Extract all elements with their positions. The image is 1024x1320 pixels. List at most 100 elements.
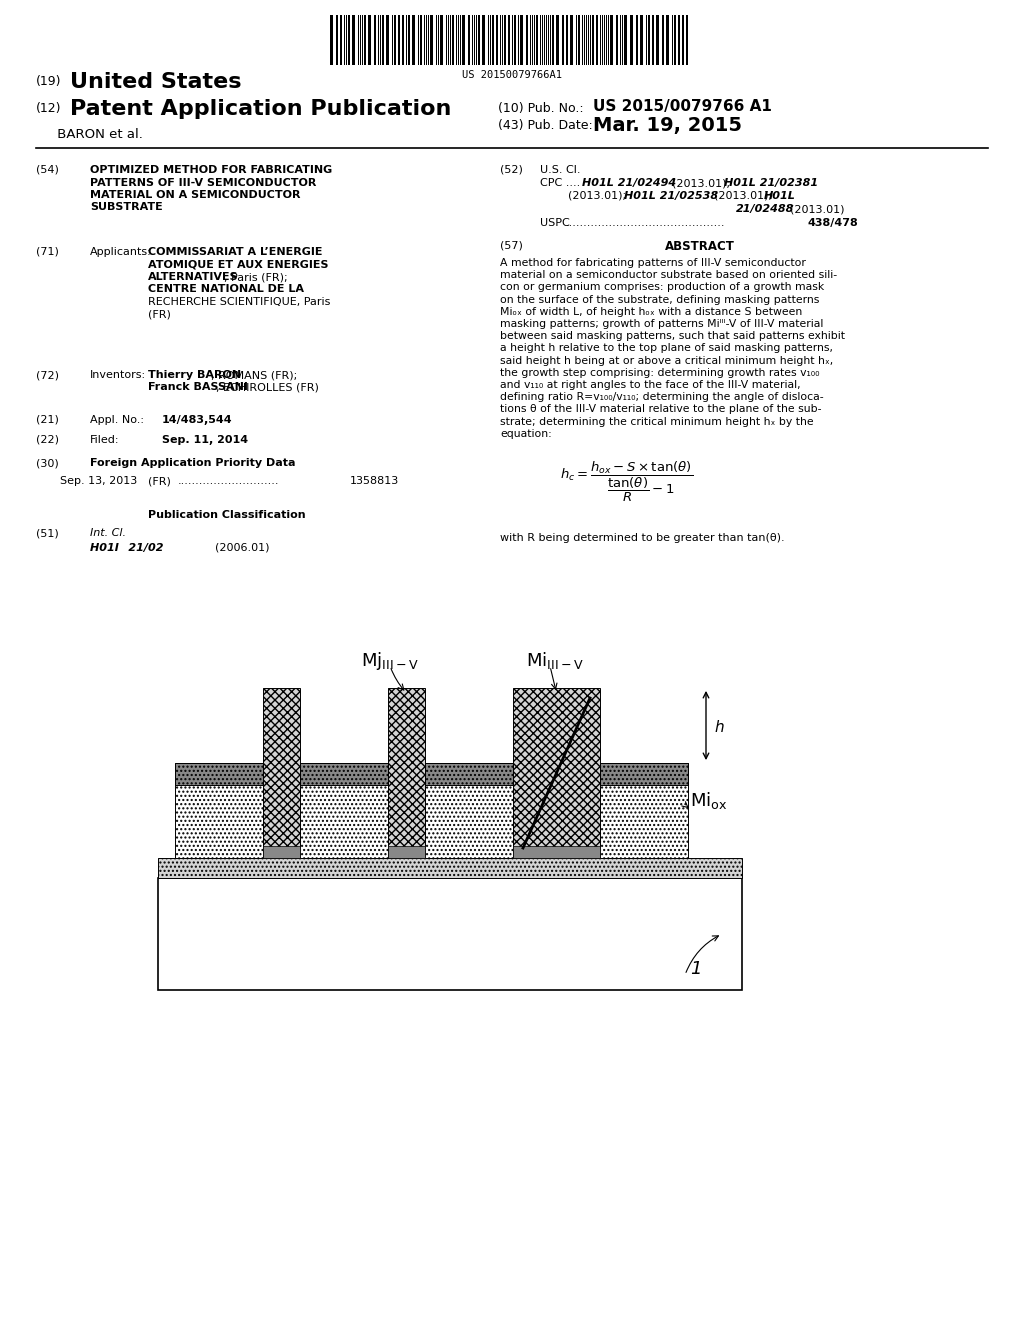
Bar (492, 15, 494, 65)
Text: 1358813: 1358813 (350, 477, 399, 486)
Bar (624, 15, 627, 65)
Bar (513, 846, 600, 858)
Bar (402, 15, 404, 65)
Bar (368, 15, 371, 65)
Bar (412, 15, 415, 65)
Text: the growth step comprising: determining growth rates v₁₀₀: the growth step comprising: determining … (500, 368, 819, 378)
Bar (425, 763, 513, 785)
Text: US 20150079766A1: US 20150079766A1 (462, 70, 562, 81)
Bar (630, 15, 633, 65)
Text: ............................................: ........................................… (566, 218, 725, 228)
Text: equation:: equation: (500, 429, 552, 438)
Bar (352, 15, 355, 65)
Text: (43) Pub. Date:: (43) Pub. Date: (498, 119, 593, 132)
Text: (2013.01);: (2013.01); (568, 191, 626, 201)
Text: 1: 1 (690, 960, 701, 978)
Bar (158, 858, 742, 878)
Text: H01L 21/02494: H01L 21/02494 (582, 178, 676, 187)
Bar (398, 15, 400, 65)
Text: tions θ of the III-V material relative to the plane of the sub-: tions θ of the III-V material relative t… (500, 404, 821, 414)
Bar (678, 15, 680, 65)
Bar (175, 763, 263, 858)
Bar (482, 15, 485, 65)
Text: (19): (19) (36, 75, 61, 88)
Bar (636, 15, 638, 65)
Bar (508, 15, 510, 65)
Text: Sep. 11, 2014: Sep. 11, 2014 (162, 436, 248, 445)
Text: (30): (30) (36, 458, 58, 469)
Bar (578, 15, 580, 65)
Text: Applicants:: Applicants: (90, 247, 152, 257)
Bar (425, 763, 513, 858)
Text: a height h relative to the top plane of said masking patterns,: a height h relative to the top plane of … (500, 343, 833, 354)
Text: $h_c = \dfrac{h_{ox} - S \times \tan(\theta)}{\dfrac{\tan(\theta)}{R} - 1}$: $h_c = \dfrac{h_{ox} - S \times \tan(\th… (560, 459, 693, 504)
Bar (674, 15, 676, 65)
Text: USPC: USPC (540, 218, 569, 228)
Bar (682, 15, 684, 65)
Bar (388, 846, 425, 858)
Bar (600, 763, 688, 858)
Text: H01L: H01L (764, 191, 796, 201)
Bar (300, 763, 388, 858)
Text: (71): (71) (36, 247, 58, 257)
Text: Publication Classification: Publication Classification (148, 510, 305, 520)
Bar (374, 15, 376, 65)
Text: masking patterns; growth of patterns Miᴵᴵᴵ-V of III-V material: masking patterns; growth of patterns Miᴵ… (500, 319, 823, 329)
Text: Inventors:: Inventors: (90, 370, 146, 380)
Bar (686, 15, 688, 65)
Text: United States: United States (70, 73, 242, 92)
Bar (496, 15, 498, 65)
Text: h: h (714, 721, 724, 735)
Bar (504, 15, 506, 65)
Bar (600, 763, 688, 785)
Bar (552, 15, 554, 65)
Bar (382, 15, 384, 65)
Text: , ECHIROLLES (FR): , ECHIROLLES (FR) (216, 383, 318, 392)
Text: Thierry BARON: Thierry BARON (148, 370, 241, 380)
Bar (348, 15, 350, 65)
Bar (468, 15, 470, 65)
Bar (570, 15, 573, 65)
Text: (57): (57) (500, 240, 523, 249)
Text: between said masking patterns, such that said patterns exhibit: between said masking patterns, such that… (500, 331, 845, 341)
Text: (54): (54) (36, 165, 58, 176)
Text: (2013.01): (2013.01) (790, 205, 845, 214)
Bar (610, 15, 613, 65)
Text: (10) Pub. No.:: (10) Pub. No.: (498, 102, 584, 115)
Text: 21/02488: 21/02488 (736, 205, 795, 214)
Bar (408, 15, 410, 65)
Text: US 2015/0079766 A1: US 2015/0079766 A1 (593, 99, 772, 114)
Text: H01L 21/02538: H01L 21/02538 (624, 191, 718, 201)
Bar (300, 763, 388, 785)
Text: said height h being at or above a critical minimum height hₓ,: said height h being at or above a critic… (500, 355, 834, 366)
Text: $\mathregular{Mi}_{\mathregular{III-V}}$: $\mathregular{Mi}_{\mathregular{III-V}}$ (526, 649, 584, 671)
Bar (462, 15, 465, 65)
Bar (340, 15, 342, 65)
Text: Filed:: Filed: (90, 436, 120, 445)
Text: Int. Cl.: Int. Cl. (90, 528, 126, 539)
Text: ALTERNATIVES: ALTERNATIVES (148, 272, 239, 282)
Text: (2006.01): (2006.01) (215, 543, 269, 553)
Text: , ROMANS (FR);: , ROMANS (FR); (211, 370, 297, 380)
Bar (158, 878, 742, 990)
Text: $\mathregular{Mj}_{\mathregular{III-V}}$: $\mathregular{Mj}_{\mathregular{III-V}}$ (361, 649, 419, 672)
Bar (656, 15, 659, 65)
Text: Sep. 13, 2013: Sep. 13, 2013 (60, 477, 137, 486)
Text: BARON et al.: BARON et al. (36, 128, 143, 141)
Text: SUBSTRATE: SUBSTRATE (90, 202, 163, 213)
Bar (513, 688, 600, 858)
Bar (364, 15, 366, 65)
Text: (51): (51) (36, 528, 58, 539)
Text: ............................: ............................ (178, 477, 280, 486)
Text: with R being determined to be greater than tan(θ).: with R being determined to be greater th… (500, 533, 784, 543)
Text: Foreign Application Priority Data: Foreign Application Priority Data (90, 458, 296, 469)
Text: Franck BASSANI: Franck BASSANI (148, 383, 248, 392)
Bar (420, 15, 422, 65)
Bar (652, 15, 654, 65)
Text: Appl. No.:: Appl. No.: (90, 414, 144, 425)
Text: A method for fabricating patterns of III-V semiconductor: A method for fabricating patterns of III… (500, 257, 806, 268)
Bar (386, 15, 389, 65)
Bar (596, 15, 598, 65)
Text: material on a semiconductor substrate based on oriented sili-: material on a semiconductor substrate ba… (500, 271, 838, 280)
Bar (648, 15, 650, 65)
